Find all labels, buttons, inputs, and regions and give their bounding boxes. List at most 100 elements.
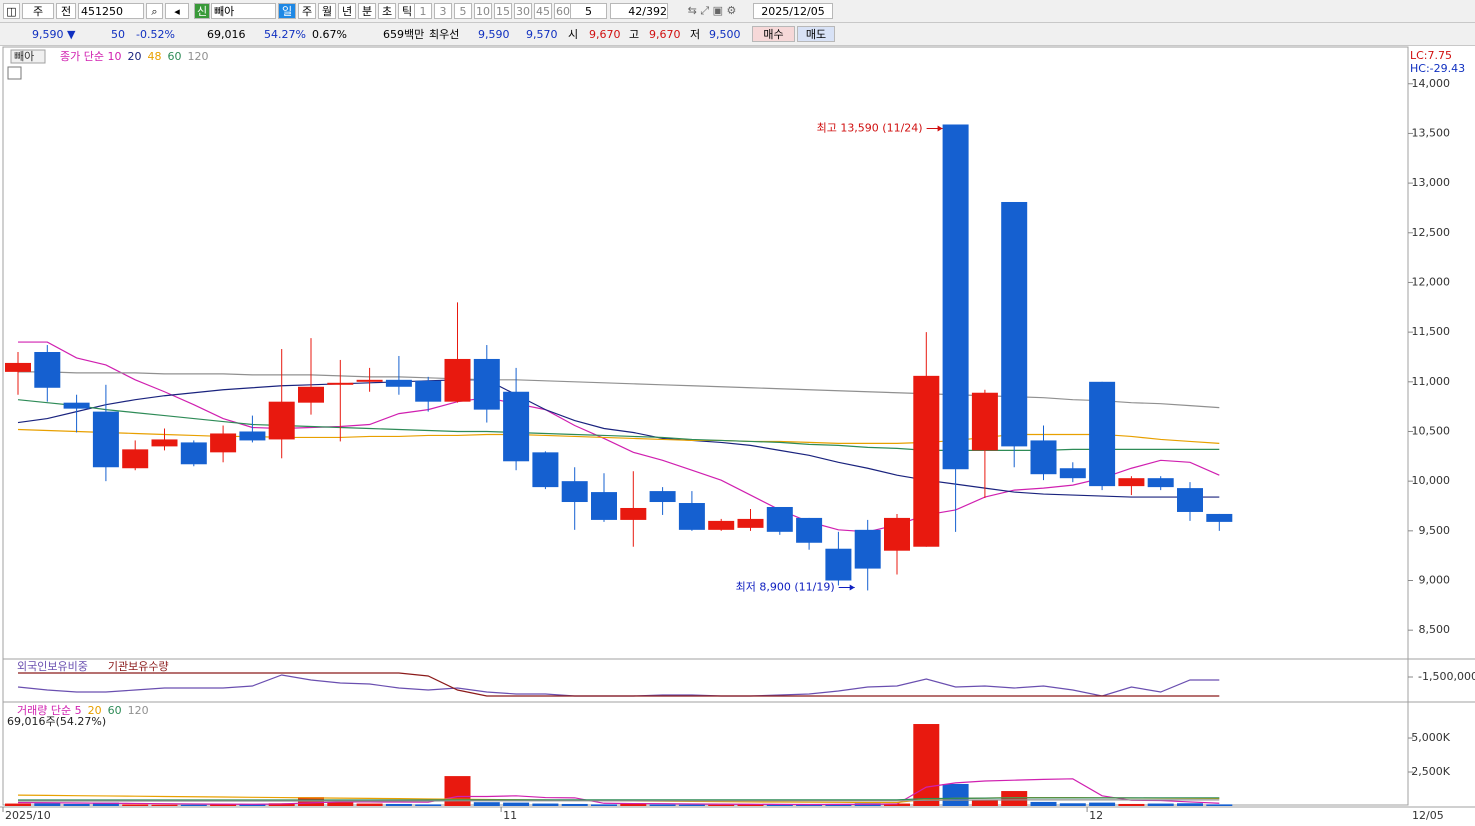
candle-body xyxy=(620,507,647,520)
minute-button[interactable]: 60 xyxy=(554,3,572,19)
volume-bar xyxy=(1030,801,1057,806)
name-input[interactable]: 빼아 xyxy=(211,3,276,19)
period-button[interactable]: 틱 xyxy=(398,3,416,19)
volume-bar xyxy=(122,804,149,806)
y-tick-label: 10,500 xyxy=(1412,424,1451,437)
candle-body xyxy=(34,352,61,388)
legend-entry: 120 xyxy=(187,50,208,63)
annotation-arrowhead xyxy=(849,584,855,591)
x-end-label: 12/05 xyxy=(1412,809,1444,822)
legend-entry: 외국인보유비중 xyxy=(17,660,88,673)
volume-bar xyxy=(825,803,852,806)
volume-bar xyxy=(1001,791,1028,806)
candle-body xyxy=(473,358,500,410)
legend-entry: 20 xyxy=(88,704,102,717)
volume-bar xyxy=(913,724,940,806)
y-tick-label: 12,500 xyxy=(1412,226,1451,239)
y-tick-label: -1,500,000 xyxy=(1418,670,1475,683)
volume-bar xyxy=(591,804,617,806)
ask: 9,590 xyxy=(478,28,510,41)
icon-button[interactable]: ◫ xyxy=(3,3,20,19)
volume-bar xyxy=(356,803,383,806)
period-button[interactable]: 주 xyxy=(298,3,316,19)
candle-body xyxy=(1059,468,1086,479)
frame xyxy=(2,46,1409,806)
period-button[interactable]: 초 xyxy=(378,3,396,19)
minute-button[interactable]: 15 xyxy=(494,3,512,19)
minute-button[interactable]: 1 xyxy=(414,3,432,19)
candle-body xyxy=(766,506,793,532)
volume-bar xyxy=(678,804,705,806)
candle-body xyxy=(415,380,442,402)
line-series xyxy=(17,778,1220,806)
chart-area: 빼아 LC:7.75 HC:-29.43 69,016주(54.27%) 8,5… xyxy=(0,46,1475,822)
legend-entry: 종가 단순 10 xyxy=(60,50,121,63)
search-button[interactable]: ⌕ xyxy=(146,3,163,19)
period-button[interactable]: 년 xyxy=(338,3,356,19)
chart-title: 빼아 xyxy=(14,50,34,63)
x-tick-label: 2025/10 xyxy=(5,809,51,822)
sell-button[interactable]: 매도 xyxy=(797,26,835,42)
candle-body xyxy=(796,517,823,543)
sound-button[interactable]: ◂ xyxy=(165,3,189,19)
turnover: 0.67% xyxy=(312,28,347,41)
volume-bar xyxy=(1147,803,1174,806)
minute-button[interactable]: 5 xyxy=(454,3,472,19)
legend-entry: 120 xyxy=(128,704,149,717)
candle-body xyxy=(649,491,676,503)
y-tick-label: 8,500 xyxy=(1419,623,1451,636)
candle-body xyxy=(298,386,324,403)
minute-button[interactable]: 10 xyxy=(474,3,492,19)
candle-body xyxy=(971,392,998,451)
volume-bar xyxy=(180,804,207,806)
volume-bar xyxy=(532,803,559,806)
annotation: 최저 8,900 (11/19) xyxy=(736,580,835,593)
legend-entry: 거래량 단순 5 xyxy=(17,704,82,717)
candle-body xyxy=(942,124,969,470)
low: 9,500 xyxy=(709,28,741,41)
y-tick-label: 14,000 xyxy=(1412,77,1451,90)
kind-select[interactable]: 전 xyxy=(56,3,76,19)
candle-body xyxy=(356,379,383,382)
bid: 9,570 xyxy=(526,28,558,41)
candle-body xyxy=(825,548,852,581)
candle-body xyxy=(180,442,207,465)
minute-button[interactable]: 3 xyxy=(434,3,452,19)
candle-body xyxy=(913,375,940,547)
period-button[interactable]: 분 xyxy=(358,3,376,19)
minute-button[interactable]: 30 xyxy=(514,3,532,19)
hc-label: HC:-29.43 xyxy=(1410,62,1465,75)
candle-body xyxy=(1030,440,1057,475)
y-tick-label: 12,000 xyxy=(1412,275,1451,288)
high-label: 고 xyxy=(629,28,640,41)
buy-button[interactable]: 매수 xyxy=(752,26,795,42)
candle-body xyxy=(122,449,149,469)
volume-rate: 54.27% xyxy=(264,28,306,41)
legend-entry: 기관보유수량 xyxy=(108,660,169,673)
x-tick-label: 11 xyxy=(503,809,517,822)
line-series xyxy=(17,399,1220,451)
volume-bar xyxy=(1059,803,1086,806)
volume-bar xyxy=(327,801,354,806)
amount: 659백만 xyxy=(383,28,425,41)
grid-icon[interactable] xyxy=(7,66,22,80)
volume-bar xyxy=(649,804,676,806)
tool-icons[interactable]: ⇆ ⤢ ▣ ⚙ xyxy=(687,4,737,17)
volume-bar xyxy=(444,776,471,806)
volume-bar xyxy=(796,804,823,806)
volume-bar xyxy=(1177,803,1203,806)
candle-body xyxy=(854,529,881,569)
period-select[interactable]: 주 xyxy=(22,3,54,19)
candle-body xyxy=(591,492,617,520)
low-label: 저 xyxy=(690,28,701,41)
high: 9,670 xyxy=(649,28,681,41)
period-button[interactable]: 월 xyxy=(318,3,336,19)
y-tick-label: 9,500 xyxy=(1419,524,1451,537)
minute-button[interactable]: 45 xyxy=(534,3,552,19)
period-button[interactable]: 일 xyxy=(278,3,296,19)
date-input[interactable]: 2025/12/05 xyxy=(753,3,833,19)
count-select[interactable]: 5 xyxy=(570,3,607,19)
code-input[interactable]: 451250 xyxy=(78,3,144,19)
